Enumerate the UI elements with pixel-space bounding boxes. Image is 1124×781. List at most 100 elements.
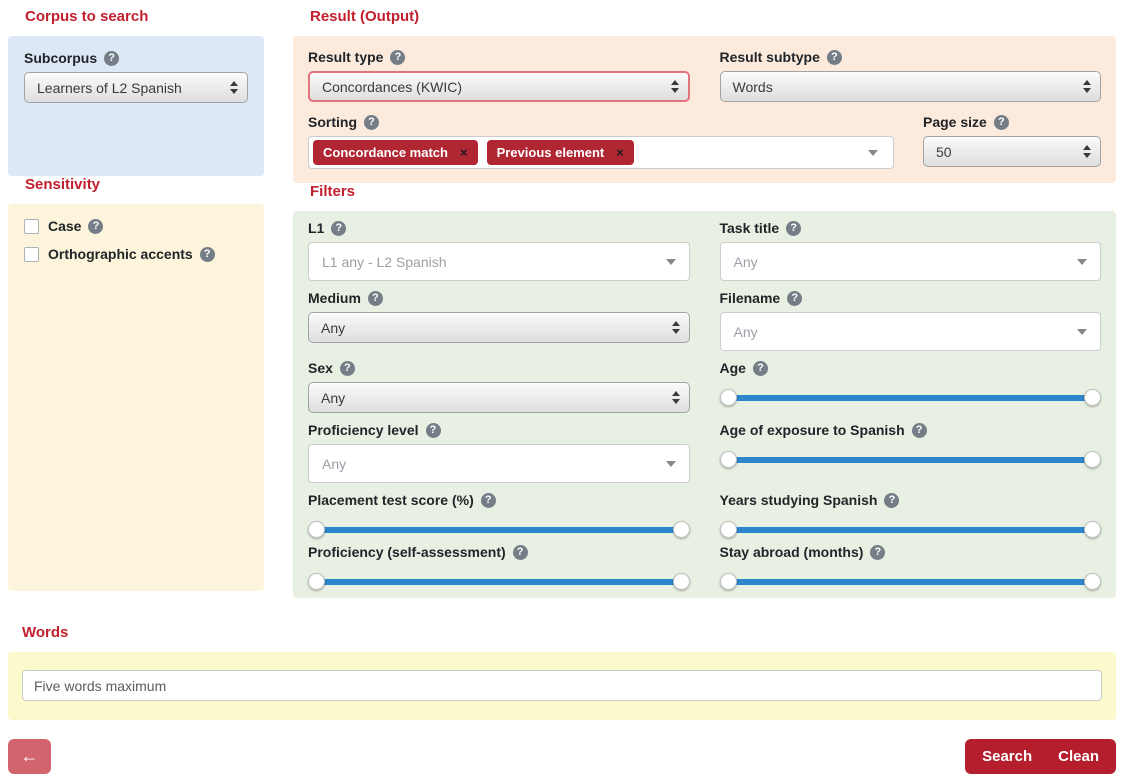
proficiency-self-slider[interactable] <box>308 573 690 590</box>
medium-label: Medium <box>308 289 690 307</box>
sex-field: Sex Any <box>308 359 690 413</box>
sex-label-text: Sex <box>308 360 333 376</box>
proficiency-level-value: Any <box>322 455 347 472</box>
l1-combobox[interactable]: L1 any - L2 Spanish <box>308 242 690 281</box>
l1-value: L1 any - L2 Spanish <box>322 253 447 270</box>
slider-handle-min[interactable] <box>719 389 737 406</box>
slider-handle-min[interactable] <box>719 521 737 538</box>
sorting-tag-text: Concordance match <box>323 145 448 160</box>
help-icon[interactable] <box>786 220 802 236</box>
words-panel <box>8 652 1116 720</box>
select-spinner-icon <box>670 80 679 93</box>
placement-test-score-label: Placement test score (%) <box>308 491 690 509</box>
slider-track <box>726 526 1094 533</box>
help-icon[interactable] <box>826 49 842 65</box>
age-of-exposure-slider[interactable] <box>719 451 1101 468</box>
page-size-select[interactable]: 50 <box>923 136 1101 167</box>
page-size-field: Page size 50 <box>923 113 1101 167</box>
help-icon[interactable] <box>199 246 215 262</box>
placement-test-score-slider[interactable] <box>308 521 690 538</box>
age-slider[interactable] <box>719 389 1101 406</box>
years-studying-slider[interactable] <box>719 521 1101 538</box>
slider-handle-max[interactable] <box>1084 451 1101 468</box>
case-label: Case <box>48 217 104 235</box>
sex-select[interactable]: Any <box>308 382 690 413</box>
medium-select[interactable]: Any <box>308 312 690 343</box>
subcorpus-label-text: Subcorpus <box>24 50 98 66</box>
help-icon[interactable] <box>480 492 496 508</box>
help-icon[interactable] <box>752 360 768 376</box>
age-label: Age <box>720 359 1102 377</box>
slider-handle-max[interactable] <box>672 521 690 538</box>
sex-label: Sex <box>308 359 690 377</box>
subcorpus-select-value: Learners of L2 Spanish <box>37 79 182 96</box>
slider-track <box>726 394 1094 401</box>
slider-handle-min[interactable] <box>308 521 325 538</box>
words-input[interactable] <box>22 670 1102 701</box>
proficiency-level-combobox[interactable]: Any <box>308 444 690 483</box>
search-button[interactable]: Search <box>969 739 1045 774</box>
caret-down-icon <box>665 460 676 467</box>
stay-abroad-slider[interactable] <box>719 573 1101 590</box>
help-icon[interactable] <box>993 114 1009 130</box>
corpus-section-title: Corpus to search <box>25 8 149 25</box>
sensitivity-panel: Case Orthographic accents <box>8 204 264 591</box>
caret-down-icon <box>1077 258 1087 265</box>
back-button[interactable]: ← <box>8 739 51 774</box>
slider-handle-min[interactable] <box>719 573 737 590</box>
help-icon[interactable] <box>512 544 528 560</box>
result-subtype-select[interactable]: Words <box>719 71 1101 102</box>
placement-test-score-field: Placement test score (%) <box>308 491 690 538</box>
help-icon[interactable] <box>104 50 120 66</box>
filename-field: Filename Any <box>719 289 1102 351</box>
sorting-label: Sorting <box>308 113 894 131</box>
age-of-exposure-field: Age of exposure to Spanish <box>719 421 1102 468</box>
help-icon[interactable] <box>390 49 406 65</box>
sorting-tag-text: Previous element <box>496 145 605 160</box>
result-type-field: Result type Concordances (KWIC) <box>308 48 690 102</box>
help-icon[interactable] <box>870 544 886 560</box>
years-studying-label-text: Years studying Spanish <box>719 492 878 508</box>
select-spinner-icon <box>230 81 238 94</box>
case-checkbox[interactable] <box>24 218 39 234</box>
slider-handle-min[interactable] <box>719 451 737 468</box>
stay-abroad-field: Stay abroad (months) <box>719 543 1102 590</box>
help-icon[interactable] <box>367 290 383 306</box>
subcorpus-select[interactable]: Learners of L2 Spanish <box>24 72 248 103</box>
filename-combobox[interactable]: Any <box>719 312 1101 351</box>
remove-tag-icon[interactable] <box>616 146 624 159</box>
help-icon[interactable] <box>911 422 927 438</box>
placement-test-score-label-text: Placement test score (%) <box>308 492 474 508</box>
clean-button[interactable]: Clean <box>1045 739 1112 774</box>
help-icon[interactable] <box>787 290 803 306</box>
orthographic-accents-checkbox[interactable] <box>24 246 39 262</box>
result-type-value: Concordances (KWIC) <box>322 78 463 95</box>
help-icon[interactable] <box>339 360 355 376</box>
page-size-value: 50 <box>936 143 952 160</box>
slider-track <box>315 526 683 533</box>
task-title-combobox[interactable]: Any <box>719 242 1101 281</box>
task-title-field: Task title Any <box>719 219 1101 281</box>
help-icon[interactable] <box>364 114 379 130</box>
remove-tag-icon[interactable] <box>460 146 468 159</box>
medium-label-text: Medium <box>308 290 361 306</box>
help-icon[interactable] <box>331 220 347 236</box>
slider-handle-max[interactable] <box>1084 573 1101 590</box>
slider-handle-min[interactable] <box>308 573 325 590</box>
caret-down-icon <box>1077 328 1087 335</box>
sorting-multiselect[interactable]: Concordance match Previous element <box>308 136 894 169</box>
age-of-exposure-label: Age of exposure to Spanish <box>720 421 1102 439</box>
help-icon[interactable] <box>425 422 441 438</box>
slider-handle-max[interactable] <box>1084 521 1101 538</box>
years-studying-label: Years studying Spanish <box>720 491 1102 509</box>
slider-handle-max[interactable] <box>1084 389 1101 406</box>
filename-label: Filename <box>720 289 1102 307</box>
task-title-value: Any <box>733 253 758 270</box>
case-label-text: Case <box>48 218 82 234</box>
slider-handle-max[interactable] <box>672 573 690 590</box>
result-subtype-field: Result subtype Words <box>719 48 1101 102</box>
help-icon[interactable] <box>88 218 104 234</box>
result-type-select[interactable]: Concordances (KWIC) <box>308 71 690 102</box>
help-icon[interactable] <box>884 492 900 508</box>
stay-abroad-label: Stay abroad (months) <box>720 543 1102 561</box>
